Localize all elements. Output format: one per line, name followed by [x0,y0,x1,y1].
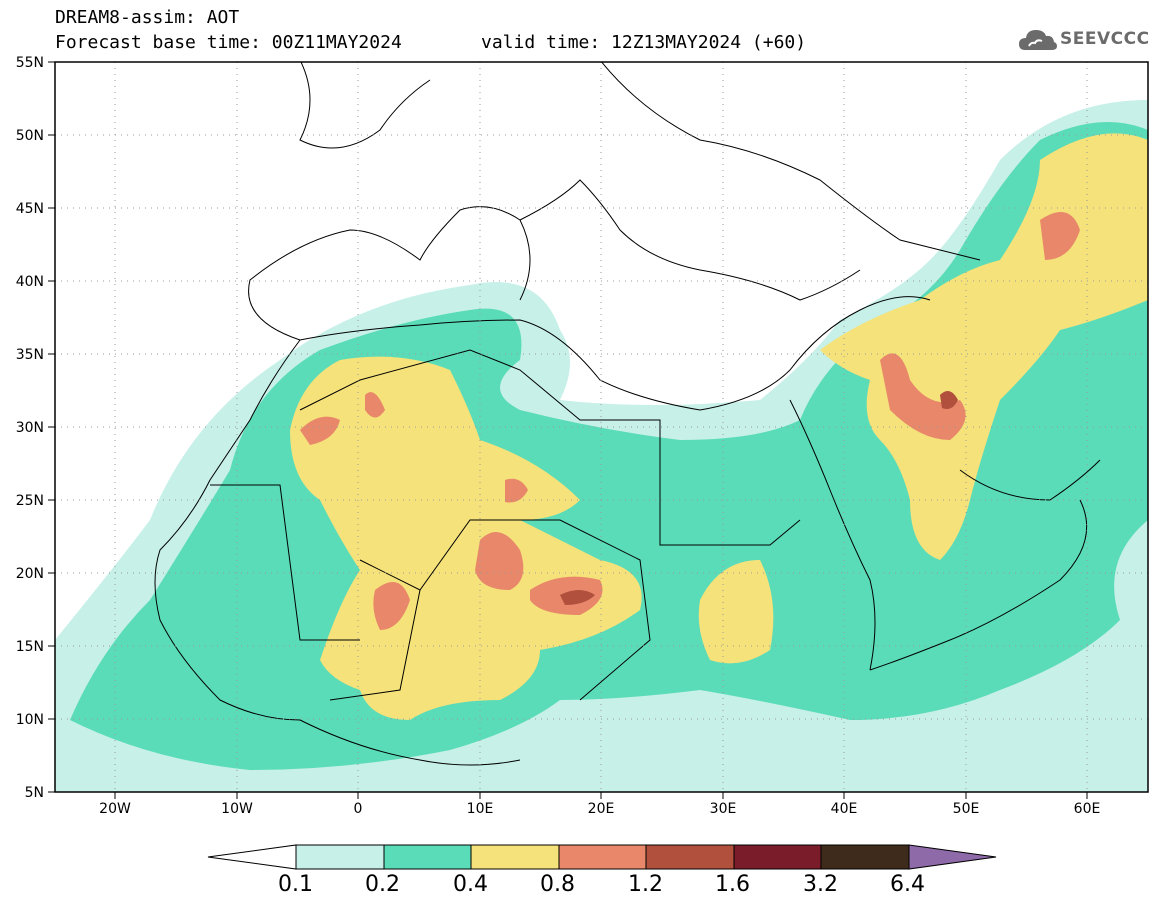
cloud-logo-icon [1019,30,1057,50]
aot-band-0.8 [300,212,1080,630]
colorbar-swatch [820,844,910,870]
colorbar-swatch [295,844,385,870]
x-tick-label: 40E [831,801,858,817]
graticule [55,62,1148,792]
colorbar-label: 1.6 [715,872,750,897]
x-tick-label: 10W [221,801,253,817]
y-tick-label: 35N [16,347,44,363]
colorbar-swatch [558,844,647,870]
aot-band-0.2 [70,122,1148,770]
y-tick-label: 45N [16,201,44,217]
x-tick-label: 60E [1074,801,1101,817]
x-tick-label: 50E [953,801,980,817]
aot-band-1.2 [560,391,958,605]
coastlines [154,62,1101,766]
map-title: DREAM8-assim: AOT [55,7,240,28]
y-tick-label: 15N [16,639,44,655]
y-tick-label: 25N [16,493,44,509]
y-tick-label: 5N [25,785,44,801]
colorbar-label: 6.4 [890,872,925,897]
valid-time: valid time: 12Z13MAY2024 (+60) [481,32,807,53]
x-tick-label: 10E [467,801,494,817]
colorbar-label: 1.2 [628,872,663,897]
tick-marks [48,61,1088,799]
colorbar-label: 0.8 [540,872,575,897]
colorbar-swatch [470,844,560,870]
colorbar [207,844,997,870]
colorbar-swatch [383,844,472,870]
y-axis-labels: 55N 50N 45N 40N 35N 30N 25N 20N 15N 10N … [16,55,44,801]
colorbar-label: 0.2 [365,872,400,897]
x-tick-label: 20E [588,801,615,817]
x-axis-labels: 20W 10W 0 10E 20E 30E 40E 50E 60E [99,801,1100,817]
colorbar-swatch [645,844,735,870]
x-tick-label: 30E [710,801,737,817]
x-tick-label: 20W [99,801,131,817]
colorbar-label: 0.1 [278,872,313,897]
y-tick-label: 50N [16,128,44,144]
logo-text: SEEVCCC [1060,29,1150,49]
x-tick-label: 0 [354,801,363,817]
y-tick-label: 55N [16,55,44,71]
colorbar-label: 0.4 [453,872,488,897]
colorbar-label: 3.2 [803,872,838,897]
y-tick-label: 40N [16,274,44,290]
y-tick-label: 20N [16,566,44,582]
y-tick-label: 30N [16,420,44,436]
colorbar-low-arrow [207,844,297,870]
y-tick-label: 10N [16,712,44,728]
forecast-base-time: Forecast base time: 00Z11MAY2024 [55,32,402,53]
colorbar-high-arrow [908,844,997,870]
colorbar-swatch [733,844,822,870]
